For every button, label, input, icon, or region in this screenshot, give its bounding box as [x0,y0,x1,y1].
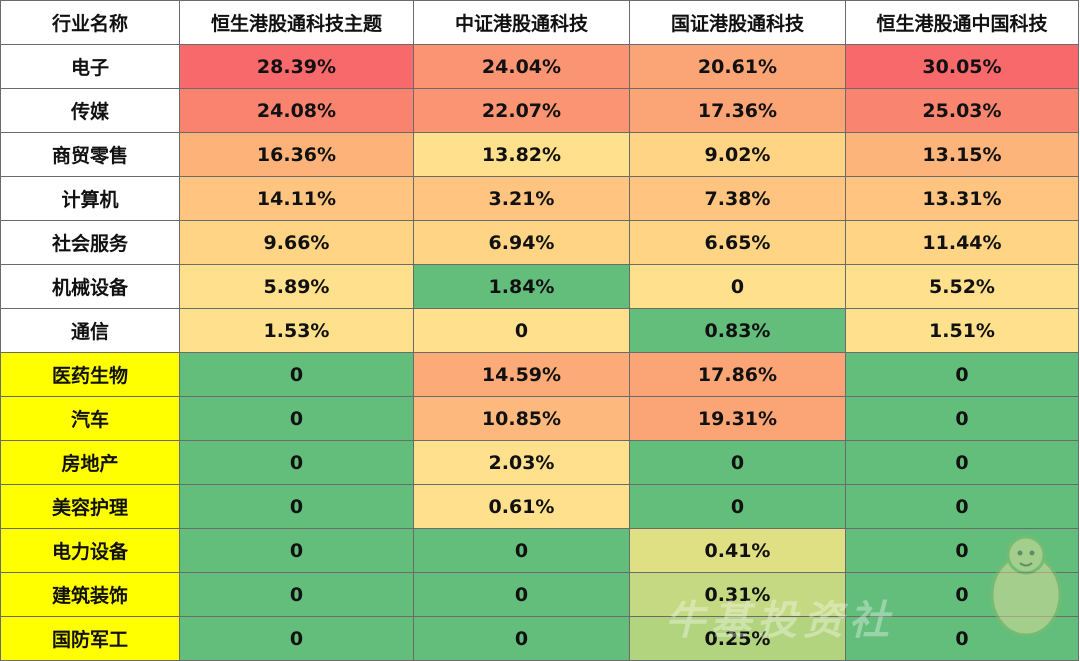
header-row: 行业名称 恒生港股通科技主题 中证港股通科技 国证港股通科技 恒生港股通中国科技 [0,0,1079,45]
heat-cell: 17.86% [629,352,846,397]
heat-cell: 3.21% [413,176,630,221]
industry-label: 电力设备 [0,528,180,573]
heat-cell: 13.15% [845,132,1079,177]
header-hangseng-tech-theme: 恒生港股通科技主题 [179,0,414,45]
heat-cell: 0 [179,352,414,397]
heat-cell: 0 [845,396,1079,441]
heat-cell: 5.52% [845,264,1079,309]
header-hangseng-china-tech: 恒生港股通中国科技 [845,0,1079,45]
heat-cell: 0.31% [629,572,846,617]
heat-cell: 0 [845,352,1079,397]
heat-cell: 2.03% [413,440,630,485]
heat-cell: 1.84% [413,264,630,309]
heat-cell: 0 [179,484,414,529]
industry-label: 商贸零售 [0,132,180,177]
heat-cell: 0 [413,528,630,573]
table-row: 电子 28.39% 24.04% 20.61% 30.05% [0,44,1079,89]
heat-cell: 0 [845,528,1079,573]
heat-cell: 16.36% [179,132,414,177]
heat-cell: 19.31% [629,396,846,441]
heat-cell: 0.83% [629,308,846,353]
industry-label: 国防军工 [0,616,180,661]
table-row: 通信 1.53% 0 0.83% 1.51% [0,308,1079,353]
industry-label: 建筑装饰 [0,572,180,617]
heat-cell: 9.66% [179,220,414,265]
heat-cell: 5.89% [179,264,414,309]
table-row: 房地产 0 2.03% 0 0 [0,440,1079,485]
table-row: 美容护理 0 0.61% 0 0 [0,484,1079,529]
heat-cell: 0 [629,440,846,485]
heat-cell: 14.11% [179,176,414,221]
table-row: 商贸零售 16.36% 13.82% 9.02% 13.15% [0,132,1079,177]
table-row: 医药生物 0 14.59% 17.86% 0 [0,352,1079,397]
heat-cell: 0 [845,440,1079,485]
heat-cell: 6.94% [413,220,630,265]
heat-cell: 0 [179,396,414,441]
heat-cell: 22.07% [413,88,630,133]
heat-cell: 0 [179,616,414,661]
table-row: 机械设备 5.89% 1.84% 0 5.52% [0,264,1079,309]
industry-label: 电子 [0,44,180,89]
heat-cell: 0 [179,440,414,485]
industry-label: 医药生物 [0,352,180,397]
heat-cell: 0 [413,308,630,353]
heat-cell: 20.61% [629,44,846,89]
table-row: 建筑装饰 0 0 0.31% 0 [0,572,1079,617]
heat-cell: 30.05% [845,44,1079,89]
industry-label: 社会服务 [0,220,180,265]
heat-cell: 13.31% [845,176,1079,221]
heat-cell: 24.04% [413,44,630,89]
header-industry: 行业名称 [0,0,180,45]
heat-cell: 0 [179,572,414,617]
heat-cell: 0.41% [629,528,846,573]
table-row: 传媒 24.08% 22.07% 17.36% 25.03% [0,88,1079,133]
heat-cell: 9.02% [629,132,846,177]
table-row: 社会服务 9.66% 6.94% 6.65% 11.44% [0,220,1079,265]
header-csi-tech: 中证港股通科技 [413,0,630,45]
heat-cell: 1.51% [845,308,1079,353]
industry-label: 传媒 [0,88,180,133]
industry-label: 房地产 [0,440,180,485]
industry-label: 美容护理 [0,484,180,529]
heat-cell: 0.61% [413,484,630,529]
heat-cell: 25.03% [845,88,1079,133]
heat-cell: 0 [629,484,846,529]
industry-label: 通信 [0,308,180,353]
heat-cell: 28.39% [179,44,414,89]
table-row: 汽车 0 10.85% 19.31% 0 [0,396,1079,441]
heat-cell: 11.44% [845,220,1079,265]
heat-cell: 24.08% [179,88,414,133]
heat-cell: 0.25% [629,616,846,661]
heat-cell: 7.38% [629,176,846,221]
heat-cell: 13.82% [413,132,630,177]
heat-cell: 0 [179,528,414,573]
heat-cell: 0 [413,616,630,661]
header-cni-tech: 国证港股通科技 [629,0,846,45]
industry-label: 机械设备 [0,264,180,309]
heat-cell: 0 [629,264,846,309]
heat-cell: 6.65% [629,220,846,265]
industry-label: 计算机 [0,176,180,221]
table-row: 计算机 14.11% 3.21% 7.38% 13.31% [0,176,1079,221]
table-row: 电力设备 0 0 0.41% 0 [0,528,1079,573]
heat-cell: 0 [845,484,1079,529]
heat-cell: 14.59% [413,352,630,397]
heat-cell: 0 [845,572,1079,617]
heat-cell: 1.53% [179,308,414,353]
table-row: 国防军工 0 0 0.25% 0 [0,616,1079,661]
heat-cell: 0 [845,616,1079,661]
heat-cell: 10.85% [413,396,630,441]
heat-cell: 17.36% [629,88,846,133]
heat-cell: 0 [413,572,630,617]
industry-label: 汽车 [0,396,180,441]
